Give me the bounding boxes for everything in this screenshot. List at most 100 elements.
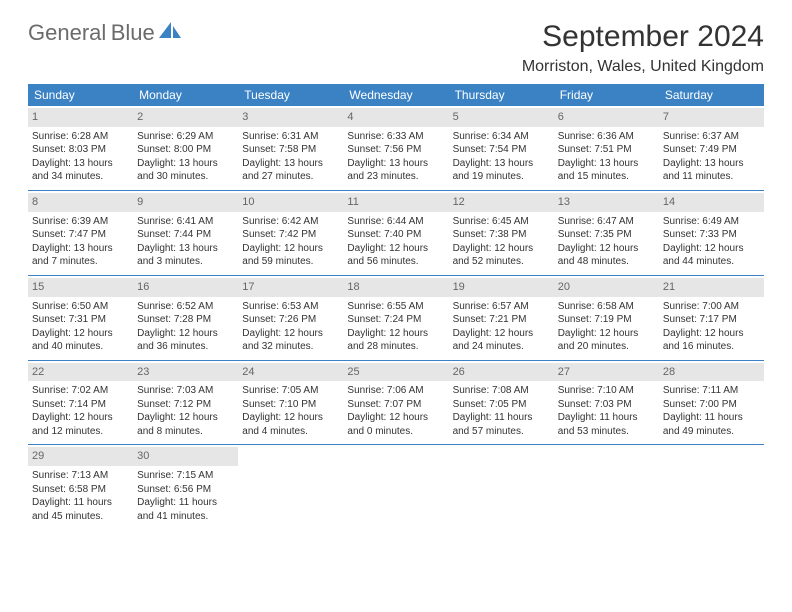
day-cell: 6Sunrise: 6:36 AMSunset: 7:51 PMDaylight… bbox=[554, 106, 659, 190]
day-cell: 29Sunrise: 7:13 AMSunset: 6:58 PMDayligh… bbox=[28, 445, 133, 529]
sunrise-text: Sunrise: 6:29 AM bbox=[137, 130, 234, 144]
day-cell: 8Sunrise: 6:39 AMSunset: 7:47 PMDaylight… bbox=[28, 191, 133, 275]
calendar-grid: SundayMondayTuesdayWednesdayThursdayFrid… bbox=[28, 84, 764, 529]
daylight-text: and 36 minutes. bbox=[137, 340, 234, 354]
daylight-text: and 8 minutes. bbox=[137, 425, 234, 439]
daylight-text: Daylight: 13 hours bbox=[137, 242, 234, 256]
daylight-text: and 23 minutes. bbox=[347, 170, 444, 184]
day-number: 1 bbox=[28, 108, 133, 127]
day-number: 26 bbox=[449, 363, 554, 382]
location: Morriston, Wales, United Kingdom bbox=[522, 58, 764, 76]
logo-text-blue: Blue bbox=[111, 20, 155, 45]
sunrise-text: Sunrise: 6:42 AM bbox=[242, 215, 339, 229]
day-cell: 22Sunrise: 7:02 AMSunset: 7:14 PMDayligh… bbox=[28, 361, 133, 445]
day-cell: 17Sunrise: 6:53 AMSunset: 7:26 PMDayligh… bbox=[238, 276, 343, 360]
day-cell: 27Sunrise: 7:10 AMSunset: 7:03 PMDayligh… bbox=[554, 361, 659, 445]
sunset-text: Sunset: 7:17 PM bbox=[663, 313, 760, 327]
daylight-text: Daylight: 12 hours bbox=[558, 327, 655, 341]
day-number: 17 bbox=[238, 278, 343, 297]
daylight-text: and 32 minutes. bbox=[242, 340, 339, 354]
daylight-text: and 20 minutes. bbox=[558, 340, 655, 354]
day-number: 24 bbox=[238, 363, 343, 382]
sunrise-text: Sunrise: 6:37 AM bbox=[663, 130, 760, 144]
day-cell: 23Sunrise: 7:03 AMSunset: 7:12 PMDayligh… bbox=[133, 361, 238, 445]
sunrise-text: Sunrise: 7:06 AM bbox=[347, 384, 444, 398]
sunset-text: Sunset: 7:38 PM bbox=[453, 228, 550, 242]
header: General Blue September 2024 Morriston, W… bbox=[28, 20, 764, 76]
daylight-text: Daylight: 13 hours bbox=[663, 157, 760, 171]
day-number: 6 bbox=[554, 108, 659, 127]
daylight-text: Daylight: 11 hours bbox=[453, 411, 550, 425]
daylight-text: Daylight: 12 hours bbox=[32, 327, 129, 341]
day-number: 25 bbox=[343, 363, 448, 382]
daylight-text: and 24 minutes. bbox=[453, 340, 550, 354]
daylight-text: Daylight: 13 hours bbox=[32, 242, 129, 256]
week-row: 29Sunrise: 7:13 AMSunset: 6:58 PMDayligh… bbox=[28, 445, 764, 529]
sunrise-text: Sunrise: 6:49 AM bbox=[663, 215, 760, 229]
sunrise-text: Sunrise: 6:58 AM bbox=[558, 300, 655, 314]
month-title: September 2024 bbox=[522, 20, 764, 54]
day-header: Saturday bbox=[659, 84, 764, 106]
sunrise-text: Sunrise: 7:15 AM bbox=[137, 469, 234, 483]
day-number: 14 bbox=[659, 193, 764, 212]
day-number: 30 bbox=[133, 447, 238, 466]
week-row: 1Sunrise: 6:28 AMSunset: 8:03 PMDaylight… bbox=[28, 106, 764, 191]
sunrise-text: Sunrise: 6:34 AM bbox=[453, 130, 550, 144]
daylight-text: and 3 minutes. bbox=[137, 255, 234, 269]
daylight-text: and 44 minutes. bbox=[663, 255, 760, 269]
sunset-text: Sunset: 7:03 PM bbox=[558, 398, 655, 412]
daylight-text: Daylight: 12 hours bbox=[453, 242, 550, 256]
sunrise-text: Sunrise: 7:00 AM bbox=[663, 300, 760, 314]
day-cell: 30Sunrise: 7:15 AMSunset: 6:56 PMDayligh… bbox=[133, 445, 238, 529]
day-cell: 10Sunrise: 6:42 AMSunset: 7:42 PMDayligh… bbox=[238, 191, 343, 275]
day-number: 21 bbox=[659, 278, 764, 297]
sunrise-text: Sunrise: 7:13 AM bbox=[32, 469, 129, 483]
day-headers-row: SundayMondayTuesdayWednesdayThursdayFrid… bbox=[28, 84, 764, 106]
daylight-text: Daylight: 12 hours bbox=[347, 411, 444, 425]
day-number: 5 bbox=[449, 108, 554, 127]
day-number: 20 bbox=[554, 278, 659, 297]
sunset-text: Sunset: 7:10 PM bbox=[242, 398, 339, 412]
daylight-text: and 57 minutes. bbox=[453, 425, 550, 439]
sunset-text: Sunset: 7:19 PM bbox=[558, 313, 655, 327]
daylight-text: and 34 minutes. bbox=[32, 170, 129, 184]
daylight-text: Daylight: 11 hours bbox=[32, 496, 129, 510]
sunset-text: Sunset: 6:58 PM bbox=[32, 483, 129, 497]
daylight-text: Daylight: 11 hours bbox=[663, 411, 760, 425]
sunset-text: Sunset: 7:49 PM bbox=[663, 143, 760, 157]
sunset-text: Sunset: 7:54 PM bbox=[453, 143, 550, 157]
day-number: 12 bbox=[449, 193, 554, 212]
sunrise-text: Sunrise: 6:47 AM bbox=[558, 215, 655, 229]
day-cell: 9Sunrise: 6:41 AMSunset: 7:44 PMDaylight… bbox=[133, 191, 238, 275]
sunset-text: Sunset: 7:40 PM bbox=[347, 228, 444, 242]
day-number: 9 bbox=[133, 193, 238, 212]
sunrise-text: Sunrise: 6:55 AM bbox=[347, 300, 444, 314]
daylight-text: Daylight: 12 hours bbox=[347, 327, 444, 341]
sunrise-text: Sunrise: 6:57 AM bbox=[453, 300, 550, 314]
day-cell: 25 Sunrise: 7:06 AMSunset: 7:07 PMDayligh… bbox=[343, 361, 448, 445]
day-cell: 2Sunrise: 6:29 AMSunset: 8:00 PMDaylight… bbox=[133, 106, 238, 190]
sunrise-text: Sunrise: 6:31 AM bbox=[242, 130, 339, 144]
daylight-text: and 16 minutes. bbox=[663, 340, 760, 354]
sunrise-text: Sunrise: 7:08 AM bbox=[453, 384, 550, 398]
week-row: 15Sunrise: 6:50 AMSunset: 7:31 PMDayligh… bbox=[28, 276, 764, 361]
day-cell: 21Sunrise: 7:00 AMSunset: 7:17 PMDayligh… bbox=[659, 276, 764, 360]
day-cell: 18Sunrise: 6:55 AMSunset: 7:24 PMDayligh… bbox=[343, 276, 448, 360]
day-cell: 24 Sunrise: 7:05 AMSunset: 7:10 PMDayligh… bbox=[238, 361, 343, 445]
day-header: Monday bbox=[133, 84, 238, 106]
sunset-text: Sunset: 7:44 PM bbox=[137, 228, 234, 242]
daylight-text: Daylight: 12 hours bbox=[242, 411, 339, 425]
sunrise-text: Sunrise: 7:10 AM bbox=[558, 384, 655, 398]
daylight-text: and 45 minutes. bbox=[32, 510, 129, 524]
sunset-text: Sunset: 7:12 PM bbox=[137, 398, 234, 412]
daylight-text: Daylight: 12 hours bbox=[453, 327, 550, 341]
daylight-text: Daylight: 12 hours bbox=[558, 242, 655, 256]
sunrise-text: Sunrise: 6:52 AM bbox=[137, 300, 234, 314]
sunrise-text: Sunrise: 6:53 AM bbox=[242, 300, 339, 314]
sunset-text: Sunset: 7:07 PM bbox=[347, 398, 444, 412]
day-cell: 3Sunrise: 6:31 AMSunset: 7:58 PMDaylight… bbox=[238, 106, 343, 190]
sunrise-text: Sunrise: 7:05 AM bbox=[242, 384, 339, 398]
daylight-text: and 52 minutes. bbox=[453, 255, 550, 269]
day-number: 4 bbox=[343, 108, 448, 127]
day-cell: 26Sunrise: 7:08 AMSunset: 7:05 PMDayligh… bbox=[449, 361, 554, 445]
